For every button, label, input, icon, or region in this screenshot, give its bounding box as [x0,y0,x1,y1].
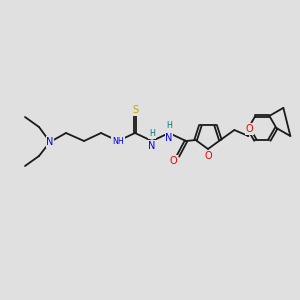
Text: NH: NH [112,136,124,146]
Text: O: O [246,124,253,134]
Text: S: S [132,105,138,115]
Text: N: N [165,133,173,143]
Text: H: H [149,130,155,139]
Text: N: N [148,141,156,151]
Text: O: O [204,151,212,161]
Text: O: O [169,156,177,166]
Text: H: H [166,122,172,130]
Text: N: N [46,137,54,147]
